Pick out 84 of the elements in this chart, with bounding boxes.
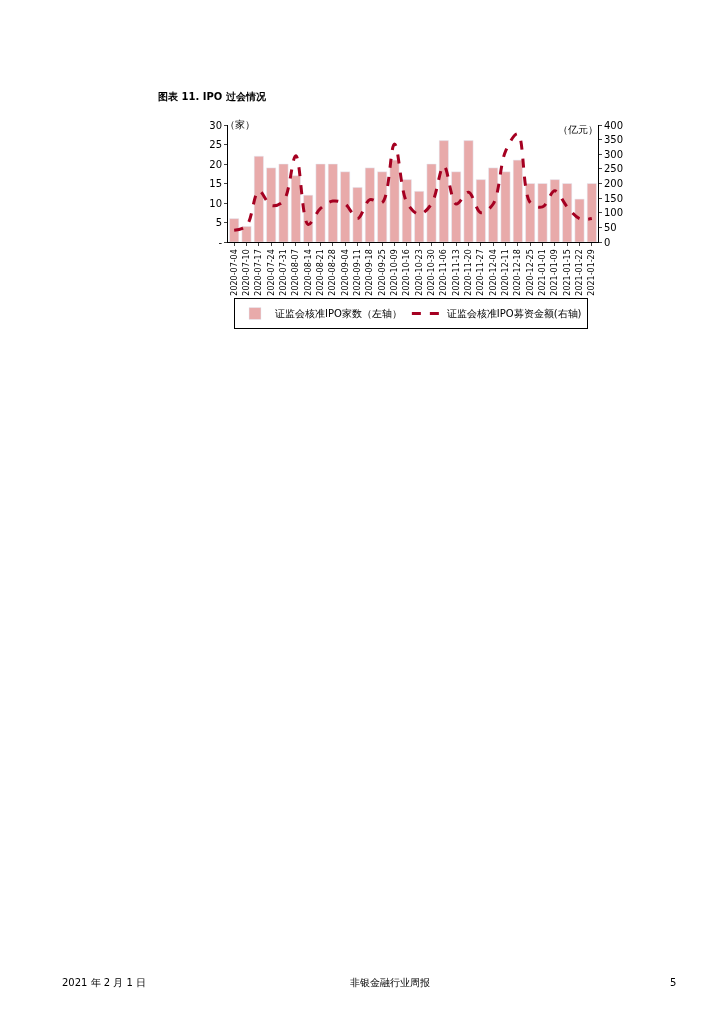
bar	[426, 163, 437, 242]
x-tick-label: 2020-10-16	[402, 249, 412, 296]
x-tick-label: 2020-12-25	[525, 249, 535, 296]
x-tick-label: 2020-08-28	[328, 249, 338, 296]
y-tick-label: 30	[209, 119, 222, 131]
bar	[500, 171, 511, 242]
bar	[451, 171, 462, 242]
y-tick-label: 25	[209, 139, 222, 150]
x-tick-label: 2020-07-04	[229, 249, 239, 296]
y2-tick-label: 150	[604, 192, 624, 204]
bar	[303, 194, 314, 242]
text: 5	[670, 977, 677, 988]
y2-tick-label: 0	[604, 236, 611, 248]
x-tick-label: 2020-09-18	[365, 249, 375, 296]
bar	[562, 183, 573, 242]
text: 非银金融行业周报	[350, 977, 430, 988]
bar	[512, 159, 523, 242]
bar	[377, 171, 388, 242]
y2-tick-label: 350	[604, 134, 624, 146]
bar	[229, 218, 240, 242]
bar	[488, 167, 499, 242]
bar	[549, 179, 560, 242]
x-tick-label: 2020-12-11	[501, 249, 511, 296]
y2-tick-label: 250	[604, 163, 624, 175]
x-tick-label: 2021-01-15	[562, 249, 572, 296]
x-tick-label: 2020-07-24	[266, 249, 276, 296]
x-tick-label: 2020-10-23	[414, 249, 424, 296]
x-tick-label: 2020-07-31	[279, 249, 289, 296]
bar	[401, 179, 412, 242]
x-tick-label: 2020-12-18	[513, 249, 523, 296]
y2-axis-title: （亿元）	[558, 124, 598, 135]
bar	[537, 183, 548, 242]
bar	[364, 167, 375, 242]
legend-label: 证监会核准IPO家数（左轴）	[275, 308, 402, 320]
x-tick-label: 2020-11-20	[464, 249, 474, 296]
bar	[414, 191, 425, 242]
legend-label: 证监会核准IPO募资金额(右轴)	[446, 308, 582, 320]
x-tick-label: 2020-09-11	[353, 249, 363, 296]
x-tick-label: 2020-07-17	[254, 249, 264, 296]
bar	[241, 226, 252, 242]
x-tick-label: 2020-10-09	[390, 249, 400, 296]
x-tick-label: 2020-08-07	[291, 249, 301, 296]
bar	[586, 183, 597, 242]
y2-tick-label: 300	[604, 148, 624, 160]
x-tick-label: 2020-12-04	[488, 249, 498, 296]
bar	[290, 175, 301, 242]
y-tick-label: -	[218, 236, 223, 248]
chart-title: 图表 11. IPO 过会情况	[158, 90, 267, 102]
bar	[352, 187, 363, 242]
x-tick-label: 2020-11-06	[439, 249, 449, 296]
bar	[340, 171, 351, 242]
x-tick-label: 2020-09-25	[377, 249, 387, 296]
bar	[278, 163, 289, 242]
y2-tick-label: 50	[604, 221, 617, 233]
x-tick-label: 2020-08-21	[316, 249, 326, 296]
bar	[389, 159, 400, 242]
bar	[315, 163, 326, 242]
x-tick-label: 2021-01-22	[575, 249, 585, 296]
bar	[266, 167, 277, 242]
bar	[463, 140, 474, 242]
y-tick-label: 15	[209, 178, 222, 189]
x-tick-label: 2020-09-04	[340, 249, 350, 296]
x-tick-label: 2020-10-30	[427, 249, 437, 296]
y2-tick-label: 200	[604, 178, 624, 189]
y-tick-label: 20	[209, 158, 222, 170]
y-axis-title: （家）	[225, 119, 255, 130]
bar	[438, 140, 449, 242]
x-tick-label: 2021-01-09	[550, 249, 560, 296]
x-tick-label: 2021-01-01	[538, 249, 548, 296]
y2-tick-label: 400	[604, 119, 624, 131]
y-tick-label: 10	[209, 197, 222, 209]
x-tick-label: 2020-08-14	[303, 249, 313, 296]
x-tick-label: 2021-01-29	[587, 249, 597, 296]
text: 2021 年 2 月 1 日	[62, 977, 147, 988]
y2-tick-label: 100	[604, 207, 624, 219]
y-tick-label: 5	[215, 217, 222, 228]
bar	[525, 183, 536, 242]
x-tick-label: 2020-07-10	[242, 249, 252, 296]
x-tick-label: 2020-11-27	[476, 249, 486, 296]
bar	[574, 198, 585, 242]
bar	[327, 163, 338, 242]
bar	[475, 179, 486, 242]
bar	[253, 155, 264, 242]
x-tick-label: 2020-11-13	[451, 249, 461, 296]
